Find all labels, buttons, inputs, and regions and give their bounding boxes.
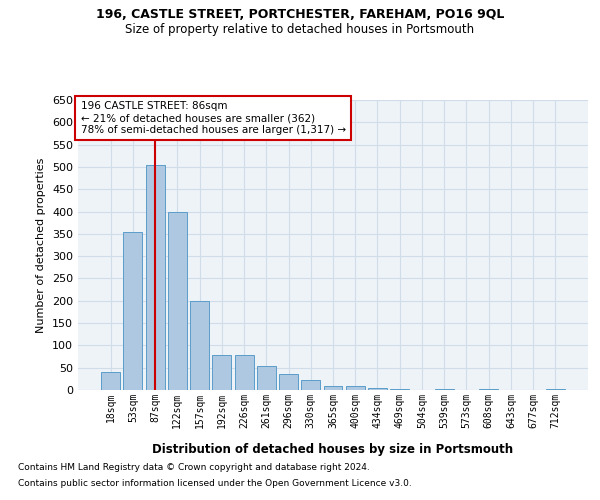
Bar bbox=[546, 389, 565, 390]
Text: Distribution of detached houses by size in Portsmouth: Distribution of detached houses by size … bbox=[152, 442, 514, 456]
Text: Contains HM Land Registry data © Crown copyright and database right 2024.: Contains HM Land Registry data © Crown c… bbox=[18, 464, 370, 472]
Bar bbox=[146, 164, 164, 390]
Text: 196 CASTLE STREET: 86sqm
← 21% of detached houses are smaller (362)
78% of semi-: 196 CASTLE STREET: 86sqm ← 21% of detach… bbox=[80, 102, 346, 134]
Text: Contains public sector information licensed under the Open Government Licence v3: Contains public sector information licen… bbox=[18, 478, 412, 488]
Bar bbox=[479, 389, 498, 390]
Bar bbox=[124, 232, 142, 390]
Bar bbox=[346, 386, 365, 390]
Y-axis label: Number of detached properties: Number of detached properties bbox=[37, 158, 46, 332]
Bar bbox=[390, 389, 409, 390]
Bar bbox=[212, 355, 231, 390]
Bar bbox=[279, 374, 298, 390]
Bar bbox=[257, 366, 276, 390]
Bar bbox=[168, 212, 187, 390]
Bar bbox=[323, 386, 343, 390]
Bar bbox=[435, 389, 454, 390]
Text: Size of property relative to detached houses in Portsmouth: Size of property relative to detached ho… bbox=[125, 22, 475, 36]
Bar bbox=[235, 355, 254, 390]
Bar bbox=[101, 372, 120, 390]
Text: 196, CASTLE STREET, PORTCHESTER, FAREHAM, PO16 9QL: 196, CASTLE STREET, PORTCHESTER, FAREHAM… bbox=[96, 8, 504, 20]
Bar bbox=[190, 301, 209, 390]
Bar bbox=[301, 380, 320, 390]
Bar bbox=[368, 388, 387, 390]
